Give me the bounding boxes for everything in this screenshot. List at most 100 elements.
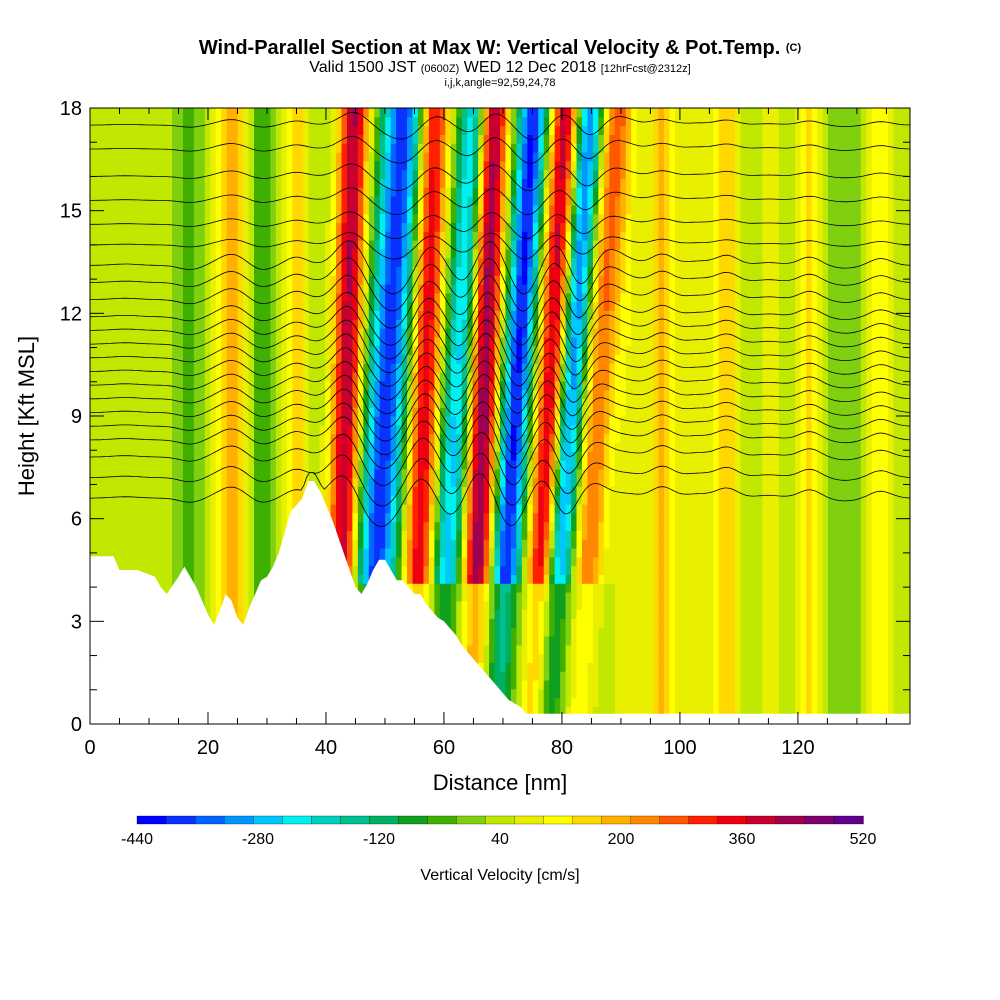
velocity-cell [450, 583, 457, 593]
velocity-cell [461, 248, 468, 259]
velocity-cell [456, 222, 463, 232]
velocity-cell [128, 398, 135, 408]
velocity-cell [139, 398, 146, 408]
velocity-cell [95, 372, 102, 382]
velocity-cell [199, 301, 206, 311]
velocity-cell [401, 460, 408, 470]
velocity-cell [450, 556, 457, 567]
velocity-cell [133, 556, 140, 567]
velocity-cell [259, 266, 266, 276]
velocity-cell [117, 416, 124, 426]
velocity-cell [204, 240, 211, 250]
velocity-cell [281, 231, 288, 241]
velocity-cell [423, 108, 430, 118]
velocity-cell [199, 565, 206, 575]
velocity-cell [254, 468, 261, 479]
velocity-cell [407, 187, 414, 197]
velocity-cell [319, 160, 326, 171]
velocity-cell [418, 539, 425, 549]
velocity-cell [314, 451, 321, 461]
velocity-cell [243, 345, 250, 355]
velocity-cell [221, 301, 228, 311]
velocity-cell [161, 389, 168, 399]
velocity-cell [357, 363, 364, 373]
velocity-cell [139, 389, 146, 399]
velocity-cell [303, 116, 310, 127]
velocity-cell [292, 301, 299, 311]
velocity-cell [445, 548, 452, 558]
velocity-cell [346, 196, 353, 206]
velocity-cell [221, 125, 228, 135]
velocity-cell [150, 292, 157, 303]
velocity-cell [237, 363, 244, 373]
velocity-cell [428, 301, 435, 311]
velocity-cell [412, 134, 419, 144]
velocity-cell [90, 477, 97, 487]
velocity-cell [396, 433, 403, 443]
velocity-cell [144, 380, 151, 391]
velocity-cell [461, 380, 468, 391]
velocity-cell [319, 301, 326, 311]
velocity-cell [297, 468, 304, 479]
velocity-cell [226, 160, 233, 171]
velocity-cell [292, 292, 299, 303]
velocity-cell [106, 213, 113, 223]
velocity-cell [379, 213, 386, 223]
velocity-cell [210, 609, 217, 619]
velocity-cell [418, 310, 425, 320]
velocity-cell [232, 354, 239, 364]
velocity-cell [390, 222, 397, 232]
velocity-cell [434, 222, 441, 232]
velocity-cell [248, 187, 255, 197]
velocity-cell [117, 275, 124, 285]
velocity-cell [100, 477, 107, 487]
velocity-cell [182, 442, 189, 452]
velocity-cell [374, 310, 381, 320]
velocity-cell [363, 548, 370, 558]
velocity-cell [423, 160, 430, 171]
velocity-cell [325, 495, 332, 505]
velocity-cell [374, 328, 381, 338]
velocity-cell [100, 512, 107, 523]
velocity-cell [106, 424, 113, 435]
velocity-cell [467, 636, 474, 646]
velocity-cell [122, 539, 129, 549]
velocity-cell [401, 292, 408, 303]
velocity-cell [456, 468, 463, 479]
velocity-cell [95, 336, 102, 347]
velocity-cell [319, 328, 326, 338]
velocity-cell [215, 548, 222, 558]
velocity-cell [281, 477, 288, 487]
velocity-cell [303, 266, 310, 276]
velocity-cell [193, 530, 200, 540]
velocity-cell [254, 319, 261, 329]
velocity-cell [270, 504, 277, 514]
velocity-cell [210, 574, 217, 584]
velocity-cell [128, 363, 135, 373]
velocity-cell [254, 504, 261, 514]
velocity-cell [221, 433, 228, 443]
velocity-cell [467, 548, 474, 558]
velocity-cell [133, 380, 140, 391]
velocity-cell [199, 442, 206, 452]
velocity-cell [248, 477, 255, 487]
velocity-cell [418, 257, 425, 267]
velocity-cell [139, 275, 146, 285]
velocity-cell [204, 574, 211, 584]
velocity-cell [303, 125, 310, 135]
velocity-cell [232, 556, 239, 567]
velocity-cell [330, 178, 337, 188]
velocity-cell [456, 530, 463, 540]
velocity-cell [286, 495, 293, 505]
velocity-cell [155, 152, 162, 162]
velocity-cell [396, 248, 403, 259]
velocity-cell [188, 248, 195, 259]
velocity-cell [188, 178, 195, 188]
velocity-cell [423, 539, 430, 549]
velocity-cell [467, 539, 474, 549]
velocity-cell [188, 504, 195, 514]
velocity-cell [172, 460, 179, 470]
velocity-cell [210, 398, 217, 408]
velocity-cell [259, 213, 266, 223]
velocity-cell [210, 187, 217, 197]
